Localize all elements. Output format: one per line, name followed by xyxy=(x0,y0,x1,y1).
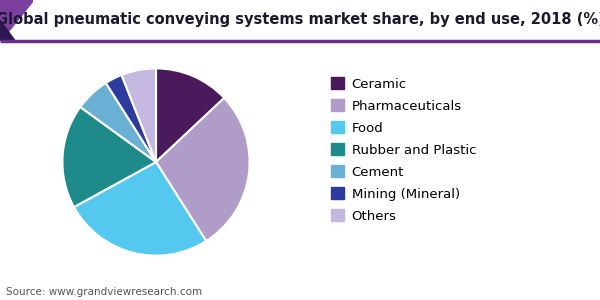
Wedge shape xyxy=(106,75,156,162)
Wedge shape xyxy=(74,162,206,256)
Polygon shape xyxy=(0,0,33,40)
Wedge shape xyxy=(156,98,250,241)
Wedge shape xyxy=(62,107,156,207)
Text: Global pneumatic conveying systems market share, by end use, 2018 (%): Global pneumatic conveying systems marke… xyxy=(0,12,600,27)
Polygon shape xyxy=(0,20,15,40)
Text: Source: www.grandviewresearch.com: Source: www.grandviewresearch.com xyxy=(6,287,202,297)
Wedge shape xyxy=(122,68,156,162)
Legend: Ceramic, Pharmaceuticals, Food, Rubber and Plastic, Cement, Mining (Mineral), Ot: Ceramic, Pharmaceuticals, Food, Rubber a… xyxy=(331,77,476,223)
Wedge shape xyxy=(80,83,156,162)
Wedge shape xyxy=(156,68,224,162)
